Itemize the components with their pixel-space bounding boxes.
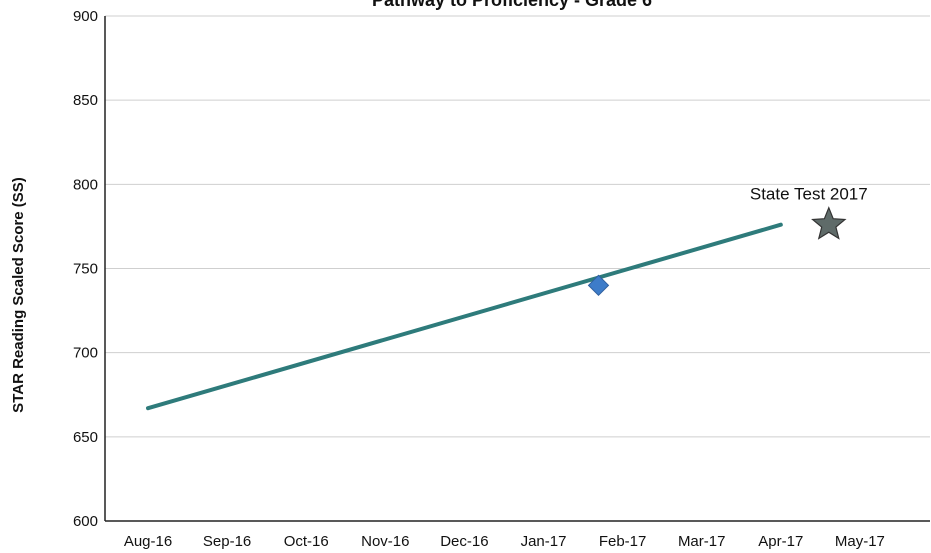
star-marker bbox=[811, 206, 847, 240]
x-tick-label: Mar-17 bbox=[678, 533, 726, 550]
x-tick-label: Feb-17 bbox=[599, 533, 647, 550]
x-tick-label: Aug-16 bbox=[124, 533, 172, 550]
diamond-marker bbox=[587, 274, 610, 297]
x-tick-label: Sep-16 bbox=[203, 533, 251, 550]
x-tick-label: Oct-16 bbox=[284, 533, 329, 550]
x-tick-label: Apr-17 bbox=[758, 533, 803, 550]
y-tick-label: 750 bbox=[73, 261, 98, 278]
y-tick-label: 600 bbox=[73, 513, 98, 530]
y-tick-label: 700 bbox=[73, 345, 98, 362]
y-tick-label: 650 bbox=[73, 429, 98, 446]
y-tick-label: 800 bbox=[73, 176, 98, 193]
series-lines bbox=[146, 222, 783, 411]
y-axis-label: STAR Reading Scaled Score (SS) bbox=[10, 177, 27, 413]
annotation-label: State Test 2017 bbox=[750, 185, 868, 204]
y-tick-label: 900 bbox=[73, 8, 98, 25]
series-line bbox=[146, 222, 783, 411]
grid-lines bbox=[105, 15, 930, 438]
chart-title: Pathway to Proficiency - Grade 6 bbox=[372, 0, 652, 10]
y-tick-label: 850 bbox=[73, 92, 98, 109]
markers: State Test 2017 bbox=[587, 185, 868, 297]
y-tick-labels: 600 650 700 750 800 850 900 bbox=[73, 8, 98, 530]
x-tick-labels: Aug-16 Sep-16 Oct-16 Nov-16 Dec-16 Jan-17 Feb-… bbox=[124, 533, 885, 550]
x-tick-label: Jan-17 bbox=[521, 533, 567, 550]
x-tick-label: May-17 bbox=[835, 533, 885, 550]
x-tick-label: Dec-16 bbox=[440, 533, 488, 550]
x-tick-label: Nov-16 bbox=[361, 533, 409, 550]
